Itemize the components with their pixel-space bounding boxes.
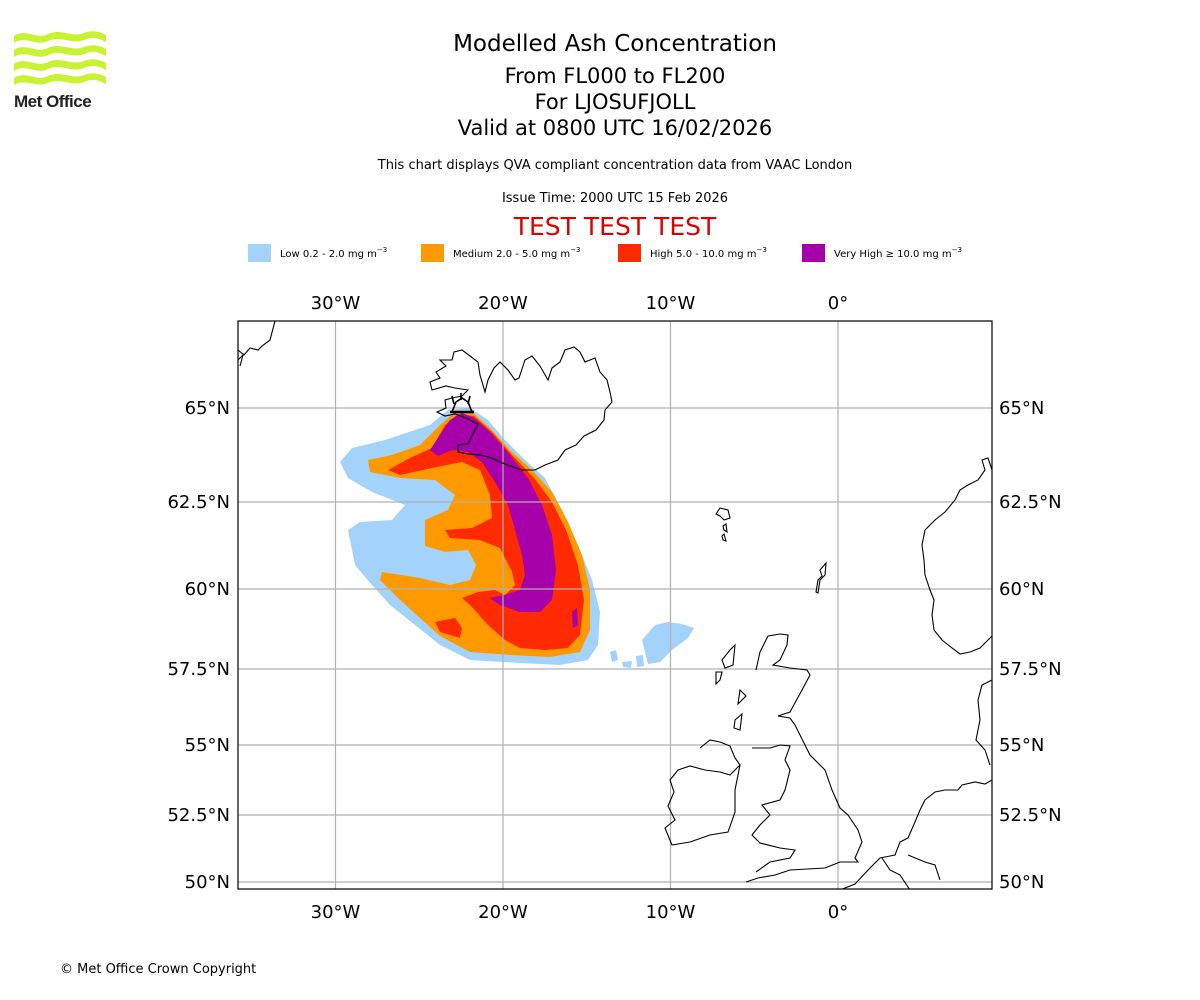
issue-time: Issue Time: 2000 UTC 15 Feb 2026 [501, 191, 729, 206]
chart-description: This chart displays QVA compliant concen… [377, 158, 853, 173]
ash-area-low [642, 622, 694, 664]
border-belgium [881, 854, 941, 889]
coastline-england-wales [751, 744, 796, 873]
lon-tick-label-top: 30°W [311, 293, 361, 314]
legend-item-high: High 5.0 - 10.0 mg m−3 [618, 244, 767, 262]
coastline-faroe-islands [715, 507, 731, 542]
coastline-ireland [664, 739, 741, 846]
ash-area-low [610, 650, 618, 662]
coastline-denmark-germany [975, 679, 992, 766]
ash-area-very-high [430, 413, 556, 612]
lat-tick-label-right: 65°N [999, 398, 1044, 419]
chart-title: Modelled Ash Concentration [453, 31, 777, 57]
lat-tick-label-left: 65°N [185, 398, 230, 419]
legend-item-medium: Medium 2.0 - 5.0 mg m−3 [421, 244, 580, 262]
coastline-western-isles [715, 643, 747, 731]
coastlines [238, 321, 992, 889]
legend-label-high: High 5.0 - 10.0 mg m−3 [650, 246, 767, 260]
legend-item-very-high: Very High ≥ 10.0 mg m−3 [802, 244, 962, 262]
coastline-scotland [745, 633, 863, 883]
lon-tick-label-bottom: 0° [828, 902, 848, 923]
legend-label-very-high: Very High ≥ 10.0 mg m−3 [834, 246, 962, 260]
lon-tick-label-bottom: 10°W [646, 902, 696, 923]
ash-area-high [435, 618, 462, 638]
volcano-marker [450, 393, 474, 414]
legend-label-medium: Medium 2.0 - 5.0 mg m−3 [453, 246, 581, 260]
lat-tick-label-left: 62.5°N [167, 492, 230, 513]
ash-area-very-high [572, 608, 578, 628]
map-frame [237, 320, 993, 890]
coastline-greenland [238, 321, 276, 367]
valid-time: Valid at 0800 UTC 16/02/2026 [457, 116, 773, 140]
coastline-shetland [815, 561, 827, 594]
legend-item-low: Low 0.2 - 2.0 mg m−3 [248, 244, 387, 262]
ash-area-low [636, 655, 644, 667]
met-office-logo: Met Office [14, 30, 109, 112]
tick-labels: 30°W 30°W 20°W 20°W 10°W 10°W 0° 0° 65°N 65°N 62.5… [167, 293, 1061, 923]
lat-tick-label-left: 60°N [185, 579, 230, 600]
lon-tick-label-bottom: 20°W [478, 902, 528, 923]
legend-swatch-very-high [802, 244, 825, 262]
ash-plume [340, 408, 694, 668]
coastline-norway [921, 457, 992, 655]
lat-tick-label-right: 52.5°N [999, 805, 1062, 826]
flight-level-range: From FL000 to FL200 [504, 64, 726, 88]
ash-area-low [622, 661, 632, 668]
lat-tick-label-right: 55°N [999, 735, 1044, 756]
lon-tick-label-bottom: 30°W [311, 902, 361, 923]
legend-swatch-low [248, 244, 271, 262]
lat-tick-label-right: 62.5°N [999, 492, 1062, 513]
met-office-waves-icon [14, 31, 106, 85]
logo-text: Met Office [14, 92, 92, 111]
lat-tick-label-left: 50°N [185, 872, 230, 893]
volcano-name: For LJOSUFJOLL [534, 90, 696, 114]
copyright: © Met Office Crown Copyright [60, 962, 257, 977]
legend-label-low: Low 0.2 - 2.0 mg m−3 [280, 246, 388, 260]
legend-swatch-high [618, 244, 641, 262]
lat-tick-label-right: 57.5°N [999, 659, 1062, 680]
lat-tick-label-left: 55°N [185, 735, 230, 756]
test-banner: TEST TEST TEST [513, 212, 717, 241]
chart-header: Modelled Ash Concentration From FL000 to… [0, 0, 1200, 241]
legend-swatch-medium [421, 244, 444, 262]
lat-tick-label-right: 50°N [999, 872, 1044, 893]
lat-tick-label-left: 57.5°N [167, 659, 230, 680]
lon-tick-label-top: 0° [828, 293, 848, 314]
lat-tick-label-left: 52.5°N [167, 805, 230, 826]
coastline-iceland [429, 346, 613, 471]
lat-tick-label-right: 60°N [999, 579, 1044, 600]
graticule [238, 321, 992, 889]
lon-tick-label-top: 10°W [646, 293, 696, 314]
lon-tick-label-top: 20°W [478, 293, 528, 314]
coastline-netherlands-belgium [841, 779, 992, 889]
